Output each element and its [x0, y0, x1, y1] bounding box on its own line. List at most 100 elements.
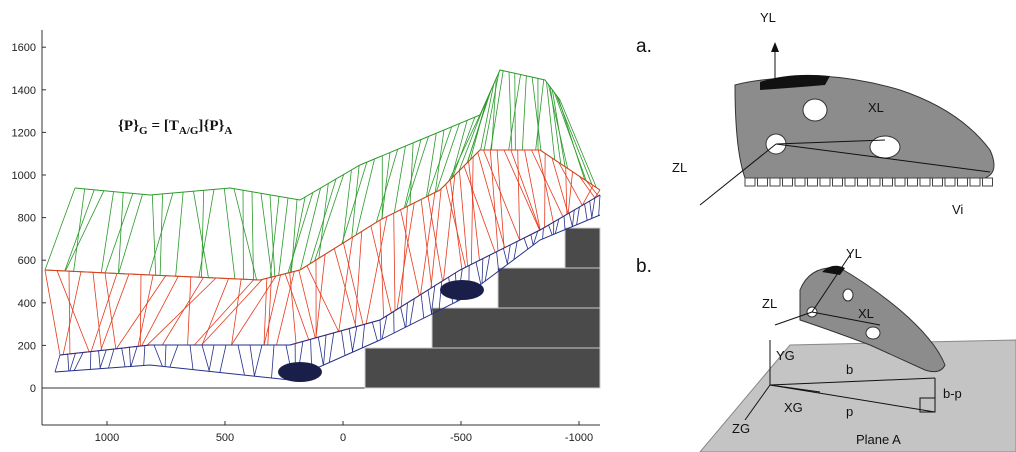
wire-line: [74, 189, 85, 271]
arrowhead: [771, 42, 779, 52]
hole: [866, 327, 880, 339]
panel-letter: b.: [636, 256, 652, 277]
wire-line: [401, 210, 420, 296]
hole: [870, 136, 900, 158]
formula-sub: G: [139, 125, 148, 137]
y-tick-label: 1200: [12, 127, 36, 139]
panel-letter: a.: [636, 36, 652, 57]
diagram-label: b-p: [943, 386, 962, 401]
wire-edge: [45, 150, 600, 280]
stair: [498, 268, 600, 308]
stair: [365, 348, 600, 388]
wire-line: [108, 349, 114, 368]
wire-line: [65, 191, 103, 271]
wire-line: [270, 195, 275, 276]
wire-line: [394, 213, 395, 310]
wire-line: [485, 255, 490, 281]
wire-line: [538, 150, 553, 222]
diagram-label: XL: [868, 100, 884, 115]
wire-line: [511, 150, 540, 230]
y-tick-label: 800: [18, 213, 36, 225]
formula-part: ]{P}: [198, 118, 224, 134]
wire-line: [352, 326, 357, 352]
wire-line: [93, 272, 102, 350]
hole: [843, 289, 853, 301]
wire-line: [299, 270, 315, 338]
wire-line: [209, 345, 214, 371]
y-tick-label: 1400: [12, 85, 36, 97]
wire-line: [559, 163, 582, 206]
y-tick-label: 200: [18, 340, 36, 352]
wire-line: [569, 213, 572, 226]
contact-pad: [870, 178, 880, 186]
contact-points: [745, 178, 993, 186]
wire-line: [552, 158, 568, 214]
contact-pad: [770, 178, 780, 186]
wire-line: [341, 331, 345, 356]
wire-line: [421, 193, 435, 295]
contact-pad: [808, 178, 818, 186]
x-tick-label: -500: [450, 432, 472, 444]
wire-line: [318, 337, 323, 365]
wire-line: [45, 188, 75, 270]
wire-line: [254, 345, 262, 376]
wire-line: [464, 166, 495, 252]
x-tick-label: 1000: [95, 432, 119, 444]
wire-line: [250, 345, 254, 376]
wire-line: [232, 279, 242, 345]
contact-pad: [983, 178, 993, 186]
wire-line: [554, 92, 586, 181]
wire-line: [329, 333, 333, 363]
wire-line: [471, 157, 473, 264]
wire-line: [459, 171, 467, 267]
wire-line: [382, 153, 390, 220]
wire-line: [401, 307, 406, 327]
wire-line: [188, 277, 191, 345]
formula-sub: A/G: [179, 125, 199, 137]
wire-line: [372, 322, 377, 341]
wire-line: [101, 192, 113, 273]
wire-line: [476, 262, 481, 284]
wire-line: [483, 150, 519, 240]
wire-line: [585, 204, 588, 220]
wire-line: [503, 248, 507, 264]
wire-line: [261, 193, 272, 277]
diagram-label: YG: [776, 348, 795, 363]
wire-line: [426, 133, 436, 197]
contact-pad: [920, 178, 930, 186]
wire-line: [55, 355, 60, 372]
wire-line: [504, 150, 540, 230]
wire-line: [315, 175, 344, 261]
wire-line: [572, 210, 574, 226]
wire-line: [421, 199, 432, 287]
wire-line: [380, 320, 381, 340]
contact-pad: [883, 178, 893, 186]
y-tick-label: 1000: [12, 170, 36, 182]
wire-line: [564, 216, 565, 230]
wire-line: [450, 180, 462, 269]
wire-line: [57, 271, 89, 352]
wire-line: [100, 350, 106, 369]
wire-line: [224, 189, 235, 279]
contact-pad: [820, 178, 830, 186]
diagram-label: p: [846, 404, 853, 419]
wire-line: [459, 107, 484, 171]
wire-line: [382, 316, 387, 339]
formula-part: {P}: [118, 118, 139, 134]
wire-line: [406, 303, 408, 327]
wire-line: [558, 97, 585, 179]
wire-line: [342, 162, 367, 244]
wire-line: [324, 335, 326, 365]
wire-line: [406, 136, 429, 207]
x-tick-label: 500: [216, 432, 234, 444]
wire-line: [444, 175, 455, 280]
wire-line: [69, 271, 70, 354]
contact-pad: [945, 178, 955, 186]
contact-pad: [783, 178, 793, 186]
wire-line: [439, 281, 442, 310]
wire-line: [507, 245, 510, 265]
x-tick-label: -1000: [565, 432, 593, 444]
contact-pad: [833, 178, 843, 186]
contact-pad: [795, 178, 805, 186]
wire-line: [431, 189, 441, 288]
